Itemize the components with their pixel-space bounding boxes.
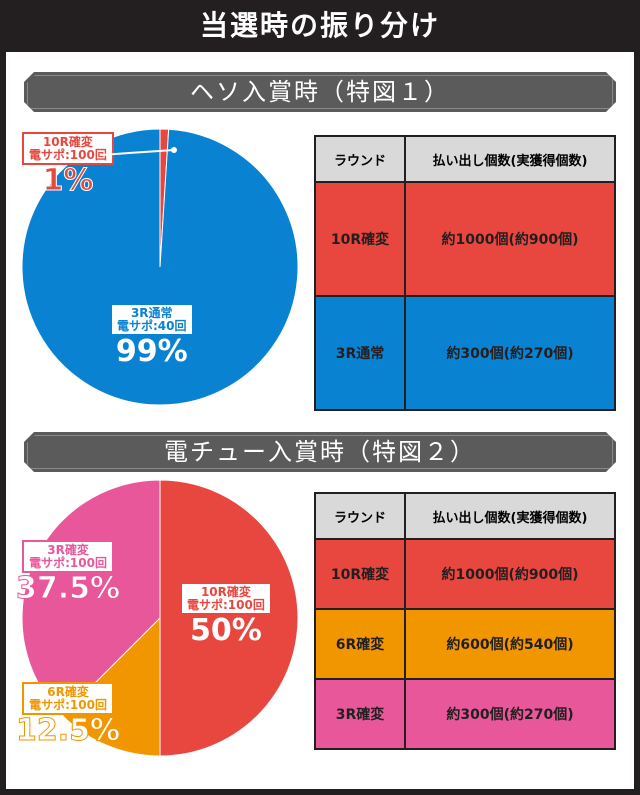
pie2-label-10r-line2: 電サポ:100回 [187, 597, 265, 612]
pie1-label-10r: 10R確変 電サポ:100回 1% [22, 132, 114, 197]
pie1-label-3r: 3R通常 電サポ:40回 99% [110, 303, 194, 368]
pie1-label-3r-box: 3R通常 電サポ:40回 [110, 303, 194, 337]
pie2-slice-0 [159, 479, 299, 757]
pie1-label-10r-line1: 10R確変 [42, 135, 93, 149]
section-title-1: ヘソ入賞時（特図１） [24, 72, 616, 112]
pie1-label-10r-line2: 電サポ:100回 [29, 147, 107, 162]
section-title-2: 電チュー入賞時（特図２） [24, 432, 616, 472]
pie2-label-3r: 3R確変 電サポ:100回 37.5% [15, 540, 121, 607]
pie-chart-heso [21, 128, 299, 406]
pie1-slice-1 [21, 128, 299, 406]
table1-row1-payout: 約1000個(約900個) [404, 181, 616, 297]
pie2-label-3r-line2: 電サポ:100回 [29, 555, 107, 570]
table1-row2-round: 3R通常 [314, 295, 406, 411]
pie1-label-3r-pct: 99% [115, 334, 188, 370]
table2-row3-round: 3R確変 [314, 678, 406, 750]
pie2-label-3r-line1: 3R確変 [47, 543, 89, 557]
pie2-label-6r-line1: 6R確変 [47, 685, 89, 699]
pie2-label-3r-pct: 37.5% [15, 571, 121, 607]
table2-row1-round: 10R確変 [314, 538, 406, 610]
pie1-label-10r-pct: 1% [42, 163, 94, 199]
table1-row1-round: 10R確変 [314, 181, 406, 297]
pie1-label-10r-box: 10R確変 電サポ:100回 [22, 132, 114, 166]
pie1-leader-line [100, 147, 177, 156]
table1-header-round: ラウンド [314, 135, 406, 183]
pie1-label-3r-line1: 3R通常 [130, 306, 173, 320]
table2-row: 6R確変 約600個(約540個) [314, 608, 616, 680]
table2-header-round: ラウンド [314, 492, 406, 540]
table2-row2-round: 6R確変 [314, 608, 406, 680]
table2-row1-payout: 約1000個(約900個) [404, 538, 616, 610]
table1-row2-payout: 約300個(約270個) [404, 295, 616, 411]
pie2-label-6r-pct: 12.5% [15, 713, 121, 749]
pie2-label-3r-box: 3R確変 電サポ:100回 [22, 540, 114, 574]
pie2-label-6r-line2: 電サポ:100回 [29, 697, 107, 712]
pie2-label-10r-box: 10R確変 電サポ:100回 [180, 582, 272, 616]
table2-row3-payout: 約300個(約270個) [404, 678, 616, 750]
table1-row: 3R通常 約300個(約270個) [314, 295, 616, 411]
pie1-label-3r-line2: 電サポ:40回 [117, 318, 187, 333]
pie2-label-10r-line1: 10R確変 [200, 585, 251, 599]
payout-table-1: ラウンド 払い出し個数(実獲得個数) 10R確変 約1000個(約900個) 3… [314, 135, 616, 411]
page-title: 当選時の振り分け [199, 9, 440, 42]
table2-row: 10R確変 約1000個(約900個) [314, 538, 616, 610]
pie2-label-10r-pct: 50% [190, 613, 262, 649]
table2-row2-payout: 約600個(約540個) [404, 608, 616, 680]
table1-header-payout: 払い出し個数(実獲得個数) [404, 135, 616, 183]
pie2-label-6r: 6R確変 電サポ:100回 12.5% [15, 682, 121, 749]
table2-header-payout: 払い出し個数(実獲得個数) [404, 492, 616, 540]
pie2-label-6r-box: 6R確変 電サポ:100回 [22, 682, 114, 716]
table2-row: 3R確変 約300個(約270個) [314, 678, 616, 750]
payout-table-2: ラウンド 払い出し個数(実獲得個数) 10R確変 約1000個(約900個) 6… [314, 492, 616, 750]
pie2-label-10r: 10R確変 電サポ:100回 50% [180, 582, 272, 647]
table1-row: 10R確変 約1000個(約900個) [314, 181, 616, 297]
